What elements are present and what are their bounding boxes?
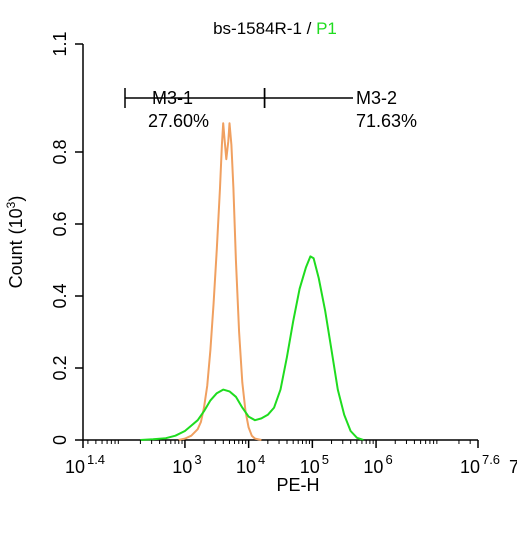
x-tick-label-1: 10 3 — [172, 452, 201, 477]
plot-area: M3-1 27.60% M3-2 71.63% 0 0.2 0.4 0.6 0.8 1.1 10… — [50, 31, 500, 477]
chart-title-sample: bs-1584R-1 — [213, 19, 302, 38]
y-axis-label-unit-exp: 3 — [4, 201, 18, 208]
y-tick-label-4: 0.8 — [50, 139, 70, 164]
x-tick-label-5: 10 7.6 — [460, 452, 500, 477]
series-line-1 — [178, 122, 262, 441]
series-layer — [140, 122, 364, 441]
x-axis-label: PE-H — [276, 475, 319, 495]
gate-percent-m3-1: 27.60% — [148, 111, 209, 131]
gate-name-m3-2: M3-2 — [356, 88, 397, 108]
y-tick-layer: 0 0.2 0.4 0.6 0.8 1.1 — [50, 31, 83, 445]
series-line-2 — [140, 255, 364, 441]
x-minor-tick-layer — [87, 440, 471, 444]
x-tick-layer: 10 1.4 10 3 10 4 10 5 10 6 10 7.6 — [65, 440, 500, 477]
y-tick-label-3: 0.6 — [50, 211, 70, 236]
y-axis-label: Count (103) — [4, 196, 26, 289]
chart-title: bs-1584R-1 / P1 — [213, 19, 337, 38]
y-axis-label-group: Count (103) — [4, 196, 26, 289]
y-axis-label-unit-close: ) — [6, 196, 26, 202]
x-tick-label-2: 10 4 — [236, 452, 265, 477]
chart-title-separator: / — [302, 19, 316, 38]
y-tick-label-1: 0.2 — [50, 355, 70, 380]
chart-title-gate: P1 — [316, 19, 337, 38]
y-tick-label-0: 0 — [50, 435, 70, 445]
gate-percent-m3-2: 71.63% — [356, 111, 417, 131]
gate-name-m3-1: M3-1 — [152, 88, 193, 108]
gate-layer: M3-1 27.60% M3-2 71.63% — [124, 88, 417, 131]
y-axis-label-unit-open: (10 — [6, 208, 26, 234]
y-tick-label-2: 0.4 — [50, 283, 70, 308]
x-tick-label-0: 10 1.4 — [65, 452, 105, 477]
y-axis-label-text: Count — [6, 240, 26, 288]
x-tick-label-3: 10 5 — [300, 452, 329, 477]
x-tick-label-4: 10 6 — [363, 452, 392, 477]
y-tick-label-5: 1.1 — [50, 31, 70, 56]
x-axis-edge-label: 7 — [509, 457, 517, 477]
